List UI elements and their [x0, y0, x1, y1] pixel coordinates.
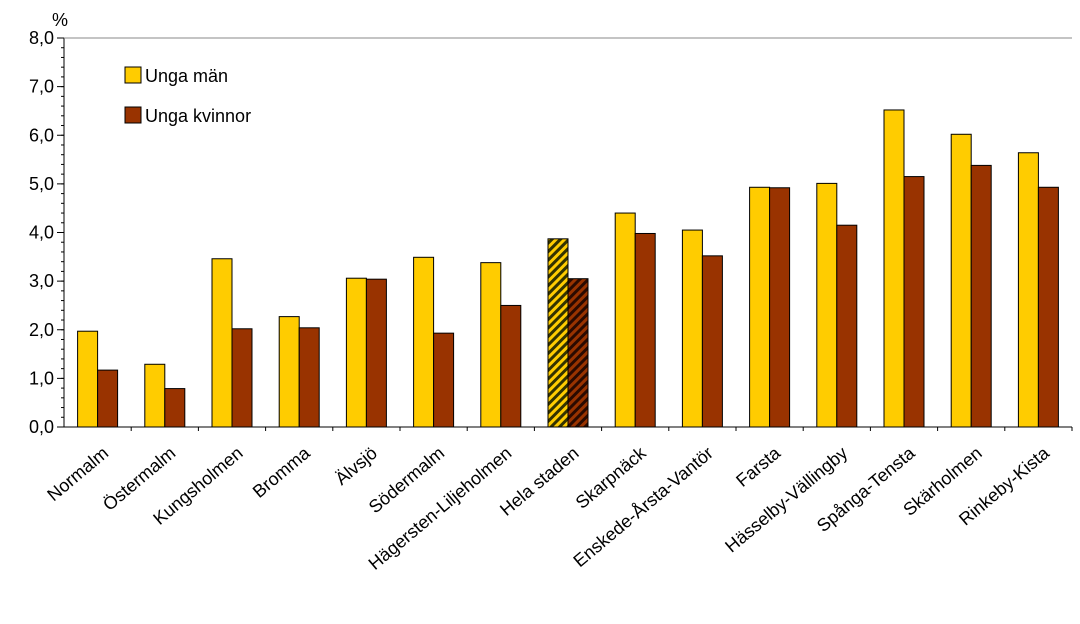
bar-unga-man — [816, 182, 838, 428]
legend-label-unga-kvinnor: Unga kvinnor — [145, 106, 251, 126]
bar-unga-man — [211, 258, 233, 428]
bar-unga-kvinnor — [298, 327, 320, 428]
y-axis-unit-label: % — [52, 10, 68, 30]
bar-unga-man — [950, 133, 972, 428]
bar-unga-man — [883, 109, 905, 428]
bar-unga-man — [749, 186, 771, 428]
category-label: Bromma — [249, 442, 315, 502]
bar-unga-man — [614, 212, 636, 428]
bar-unga-kvinnor — [836, 224, 858, 428]
bar-unga-kvinnor — [231, 328, 253, 428]
bar-unga-kvinnor — [634, 232, 656, 428]
bar-unga-man — [681, 229, 703, 428]
category-label: Normalm — [43, 443, 112, 505]
y-tick-label: 5,0 — [29, 174, 54, 194]
bar-unga-man — [278, 316, 300, 428]
y-tick-label: 2,0 — [29, 320, 54, 340]
y-tick-label: 4,0 — [29, 223, 54, 243]
bar-unga-kvinnor — [769, 187, 791, 428]
bar-unga-man — [547, 238, 569, 428]
category-label: Älvsjö — [331, 443, 381, 489]
bar-unga-man — [144, 363, 166, 428]
y-tick-label: 6,0 — [29, 125, 54, 145]
bar-unga-man — [77, 330, 99, 428]
legend-label-unga-man: Unga män — [145, 66, 228, 86]
bar-unga-kvinnor — [433, 332, 455, 428]
category-label: Hässelby-Vällingby — [721, 443, 851, 557]
y-tick-label: 7,0 — [29, 77, 54, 97]
bar-unga-man — [345, 277, 367, 428]
bar-unga-kvinnor — [970, 164, 992, 428]
bar-unga-kvinnor — [365, 278, 387, 428]
bar-unga-kvinnor — [701, 255, 723, 428]
category-label: Farsta — [732, 442, 785, 491]
x-axis — [64, 426, 1073, 431]
y-tick-label: 1,0 — [29, 368, 54, 388]
legend-swatch-unga-man — [124, 66, 142, 84]
y-tick-label: 3,0 — [29, 271, 54, 291]
y-tick-label: 0,0 — [29, 417, 54, 437]
bar-unga-man — [1017, 152, 1039, 428]
legend-swatch-unga-kvinnor — [124, 106, 142, 124]
bar-unga-man — [413, 256, 435, 428]
bar-unga-man — [480, 262, 502, 428]
bar-unga-kvinnor — [500, 304, 522, 428]
y-axis: 0,0 1,0 2,0 3,0 4,0 5,0 6,0 7,0 8,0 — [29, 28, 1072, 437]
bar-unga-kvinnor — [1037, 186, 1059, 428]
bar-unga-kvinnor — [903, 176, 925, 428]
bars — [77, 109, 1059, 428]
legend: Unga män Unga kvinnor — [124, 66, 251, 126]
bar-unga-kvinnor — [97, 369, 119, 428]
bar-unga-kvinnor — [567, 278, 589, 428]
bar-unga-kvinnor — [164, 388, 186, 428]
y-tick-label: 8,0 — [29, 28, 54, 48]
